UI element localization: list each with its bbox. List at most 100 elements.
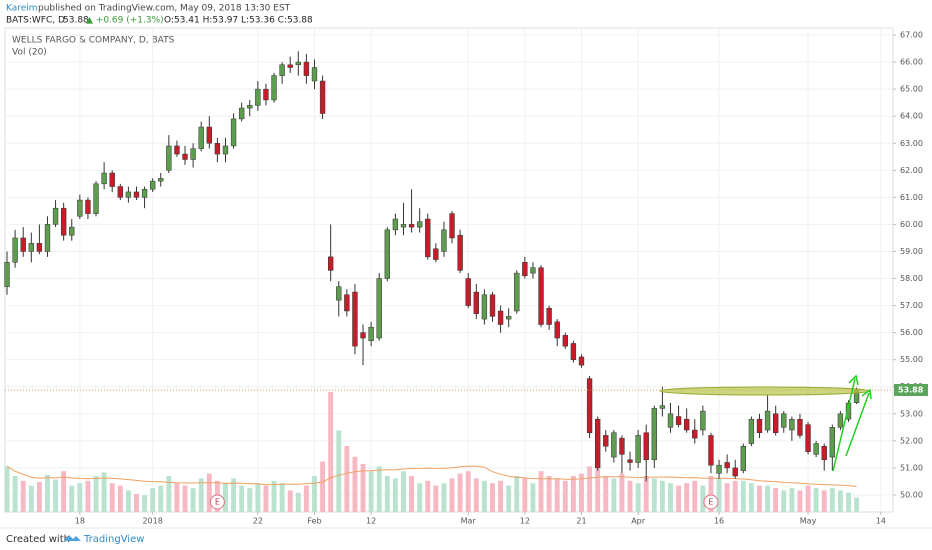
candle-body [789,418,795,431]
candle-body [198,126,204,149]
volume-bar [449,478,455,512]
volume-bar [271,480,277,512]
y-tick-label: 66.00 [900,58,923,67]
volume-bar [247,488,253,512]
candle-body [611,432,617,458]
x-tick-label: Apr [631,517,646,526]
y-tick-label: 62.00 [900,166,923,175]
candle-body [586,378,593,433]
volume-bar [376,466,382,512]
candle-body [764,410,771,431]
candle-body [12,237,18,263]
candle-body [303,61,310,76]
candle-body [740,446,746,471]
candle-body [28,243,34,252]
volume-bar [490,483,495,512]
candle-body [813,443,819,455]
volume-bar [401,471,406,512]
arrow-head [848,374,859,386]
candle-body [166,145,172,171]
candle-body [271,75,277,101]
candle-body [651,408,657,461]
volume-bar [829,488,835,512]
tv-logo [64,535,81,541]
volume-bar [595,468,601,512]
volume-bar [61,471,67,512]
volume-bar [692,480,698,512]
candle-body [85,199,91,214]
earnings-label: E [708,498,713,507]
volume-bar [457,473,463,512]
candle-body [109,172,115,187]
candle-body [141,188,148,198]
volume-bar [643,476,649,512]
volume-bar [554,478,560,512]
candle-body [497,310,504,325]
ohlc: O:53.41 H:53.97 L:53.36 C:53.88 [164,16,313,26]
volume-bar [668,483,673,512]
candle-body [837,413,844,428]
candle-body [4,262,10,287]
volume-bar [530,483,536,512]
candle-body [376,278,382,339]
candle-body [101,172,107,185]
candle-body [263,88,269,101]
candle-body [627,459,633,463]
volume-bar [481,480,487,512]
volume-bar [150,488,156,512]
candle-body [481,294,488,320]
volume-bar [587,466,593,512]
x-tick-label: 12 [520,517,530,526]
volume-bar [69,485,75,512]
candle-body [93,183,99,214]
candle-body [408,224,415,228]
volume-bar [174,483,180,512]
candle-body [716,464,722,474]
volume-bar [125,490,131,512]
x-tick-label: 16 [714,517,724,526]
volume-bar [239,485,245,512]
footer-brand[interactable]: TradingView [83,534,144,545]
candle-body [635,435,641,463]
candle-body [805,424,811,452]
candle-body [619,437,625,455]
candle-body [425,218,431,258]
volume-bar [546,476,552,512]
volume-bar [579,473,584,512]
volume-bar [36,482,42,512]
last-price-tag [894,383,928,396]
volume-bar [522,478,528,512]
volume-bar [101,472,107,512]
candle-body [238,107,245,120]
candle-body [77,199,83,217]
candle-body [708,435,714,466]
volume-bar [433,485,439,512]
volume-bar [514,476,520,512]
footer-created: Created with [6,534,70,545]
candle-body [368,326,374,341]
arrow-head [861,388,872,400]
y-tick-label: 53.00 [900,409,923,418]
volume-bar [627,480,633,512]
volume-bar [473,478,479,512]
author[interactable]: Kareim [6,4,38,14]
volume-bar [344,446,350,512]
candle-body [158,178,164,182]
volume-bar [303,485,309,512]
volume-bar [651,478,657,512]
volume-bar [757,485,762,512]
volume-bar [392,478,398,512]
candle-body [384,229,390,279]
volume-label: Vol (20) [12,48,47,58]
candle-body [821,446,827,461]
volume-bar [498,480,504,512]
candle-body [206,126,212,144]
volume-bar [28,485,34,512]
x-tick-label: 18 [75,517,85,526]
volume-bar [805,485,811,512]
volume-bar [716,478,722,512]
y-tick-label: 60.00 [900,220,923,229]
volume-bar [117,485,123,512]
candle-body [505,316,512,320]
candle-body [60,207,67,236]
